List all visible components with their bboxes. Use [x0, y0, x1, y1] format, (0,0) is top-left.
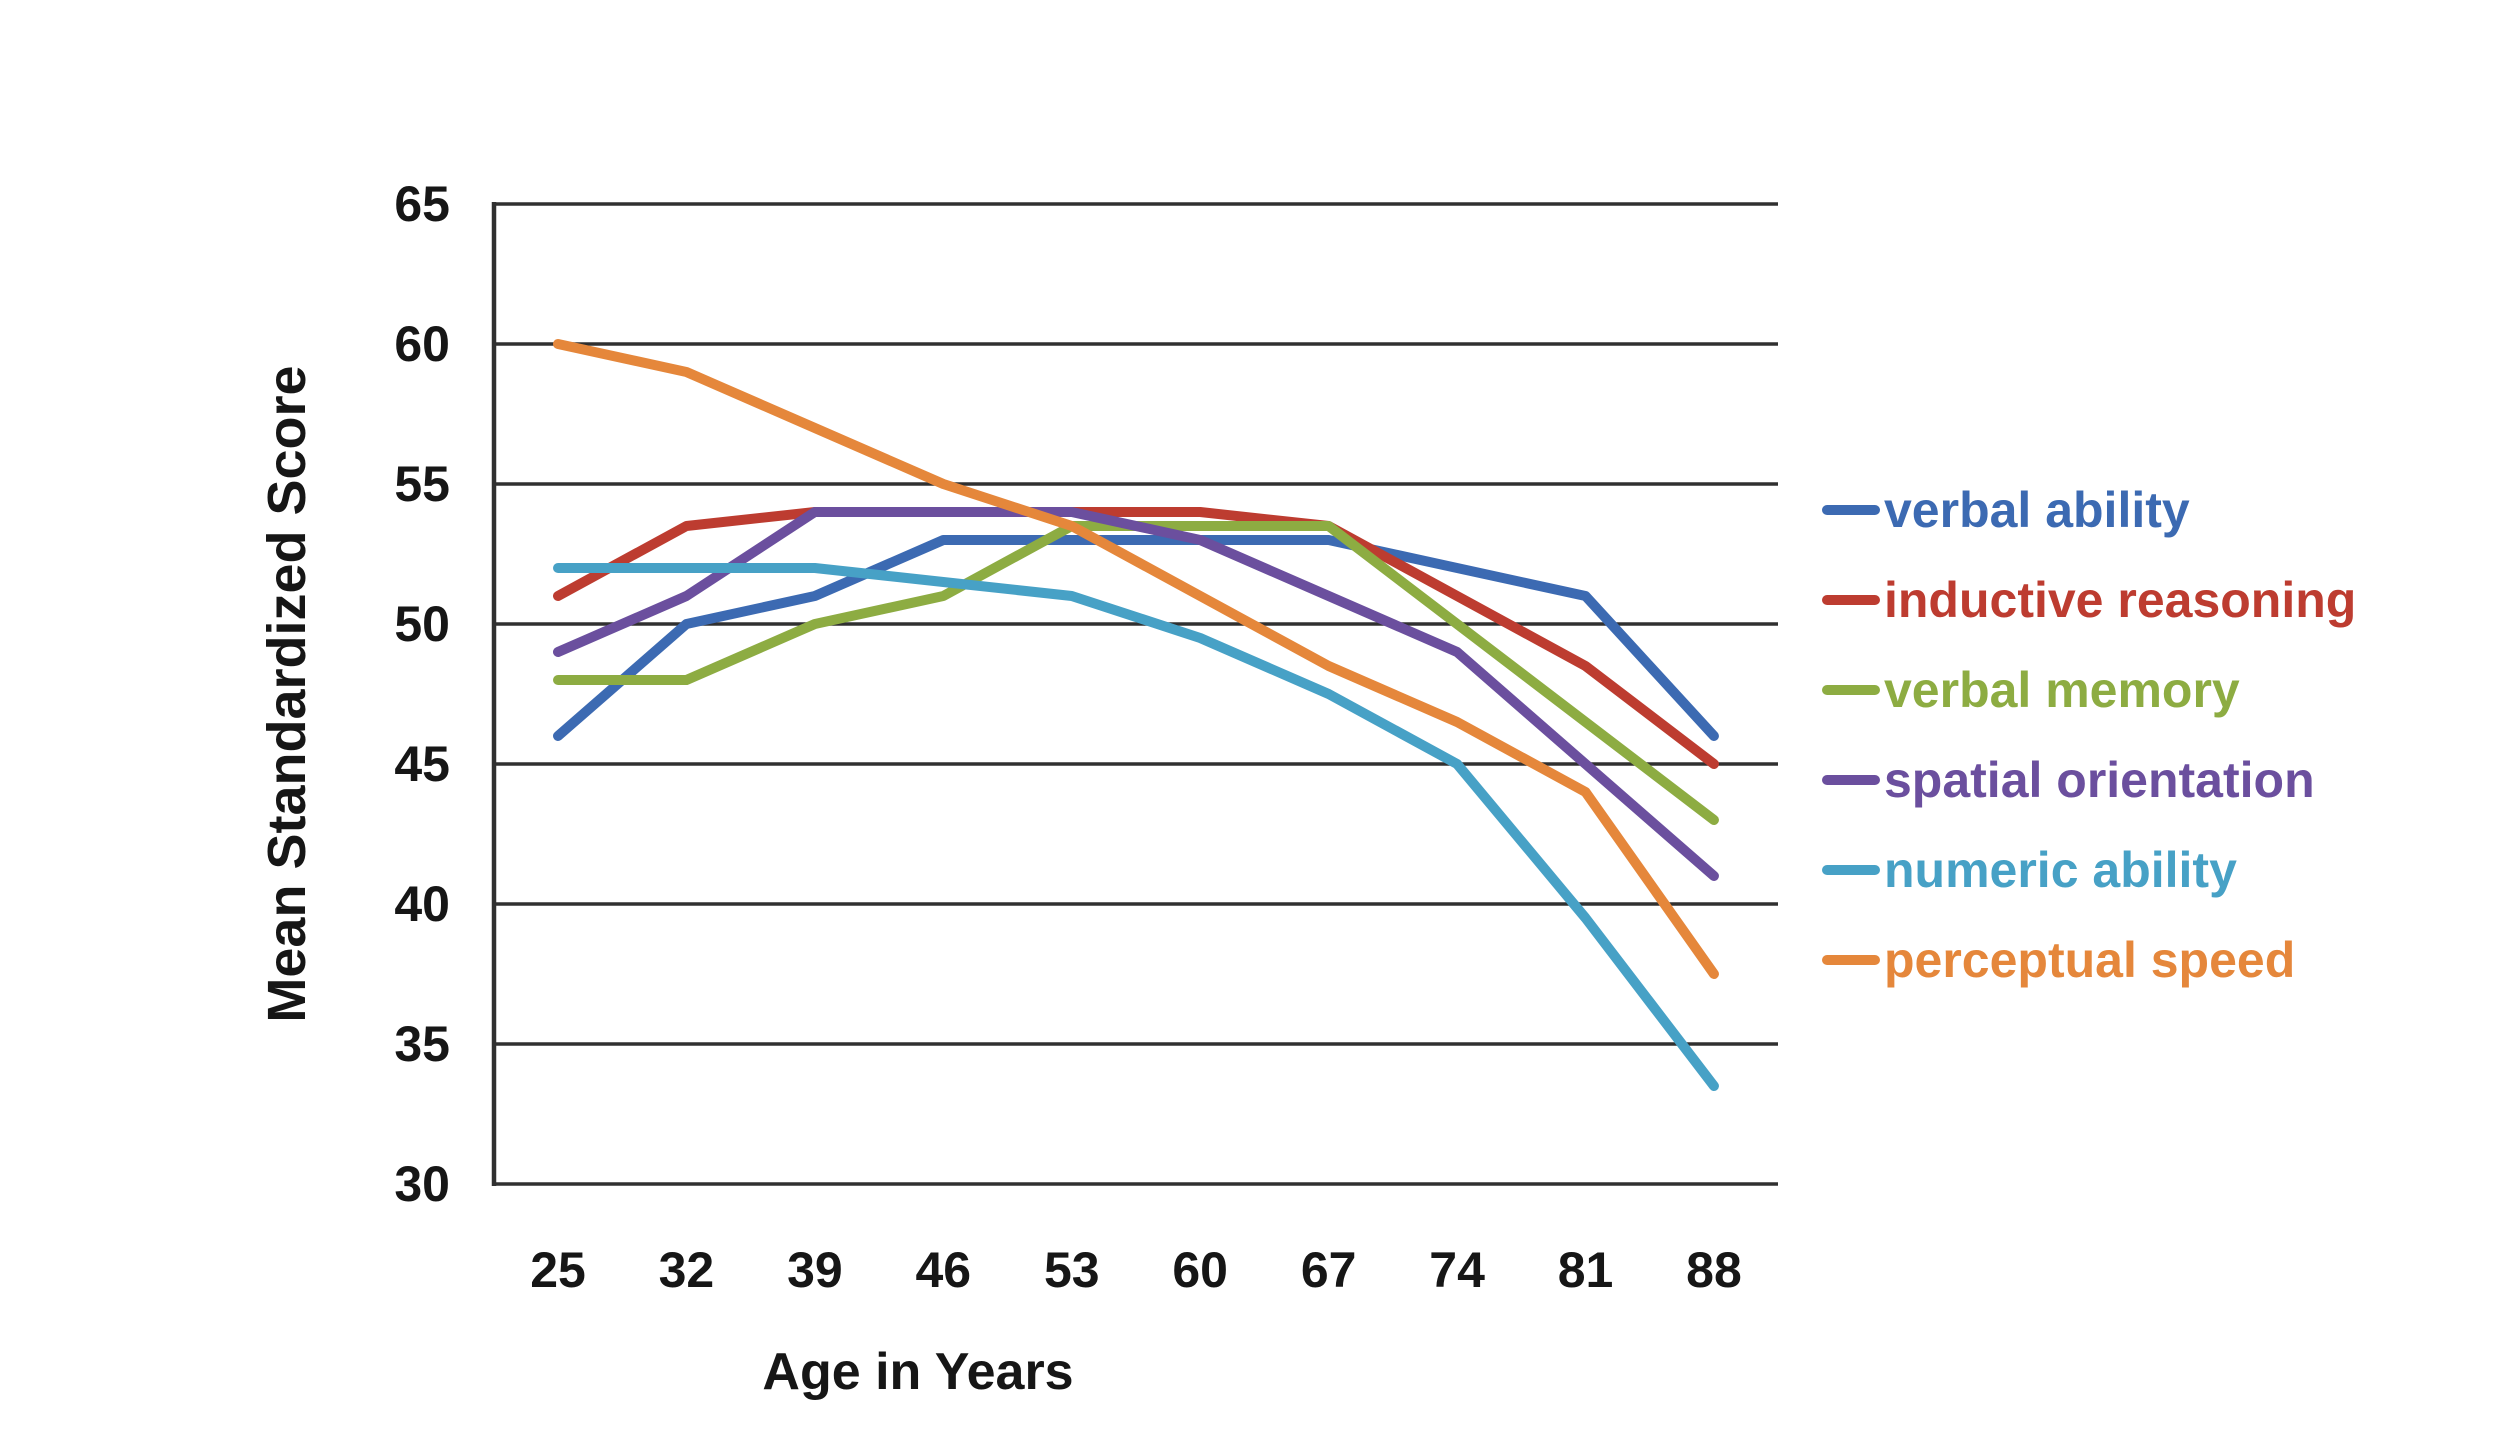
y-tick-label-65: 65 [394, 176, 450, 232]
y-tick-label-60: 60 [394, 316, 450, 372]
legend-item-verbal-memory: verbal memory [1822, 658, 2240, 722]
x-tick-label-53: 53 [1044, 1242, 1100, 1298]
legend-label-inductive-reasoning: inductive reasoning [1884, 572, 2357, 628]
legend-label-verbal-memory: verbal memory [1884, 662, 2240, 718]
legend-swatch-verbal-memory [1822, 685, 1880, 695]
legend-swatch-inductive-reasoning [1822, 595, 1880, 605]
x-tick-label-60: 60 [1172, 1242, 1228, 1298]
legend-item-spatial-orientation: spatial orientation [1822, 748, 2315, 812]
series-line-perceptual-speed [553, 339, 1719, 979]
legend-swatch-spatial-orientation [1822, 775, 1880, 785]
series-line-numeric-ability [553, 563, 1719, 1091]
legend-swatch-perceptual-speed [1822, 955, 1880, 965]
legend-swatch-verbal-ability [1822, 505, 1880, 515]
legend-label-perceptual-speed: perceptual speed [1884, 932, 2296, 988]
legend-item-perceptual-speed: perceptual speed [1822, 928, 2295, 992]
legend-item-inductive-reasoning: inductive reasoning [1822, 568, 2356, 632]
y-tick-label-40: 40 [394, 876, 450, 932]
x-tick-label-88: 88 [1686, 1242, 1742, 1298]
y-tick-label-30: 30 [394, 1156, 450, 1212]
x-tick-label-39: 39 [787, 1242, 843, 1298]
x-tick-label-74: 74 [1429, 1242, 1485, 1298]
x-tick-label-67: 67 [1301, 1242, 1357, 1298]
y-tick-label-50: 50 [394, 596, 450, 652]
series-line-spatial-orientation [553, 507, 1719, 881]
legend-label-verbal-ability: verbal ability [1884, 482, 2190, 538]
legend-swatch-numeric-ability [1822, 865, 1880, 875]
legend-item-numeric-ability: numeric ability [1822, 838, 2237, 902]
y-tick-label-55: 55 [394, 456, 450, 512]
x-tick-label-46: 46 [916, 1242, 972, 1298]
series-line-verbal-ability [553, 535, 1719, 741]
legend-item-verbal-ability: verbal ability [1822, 478, 2190, 542]
series-line-inductive-reasoning [553, 507, 1719, 769]
y-tick-label-45: 45 [394, 736, 450, 792]
x-axis-title: Age in Years [762, 1343, 1074, 1401]
legend-label-spatial-orientation: spatial orientation [1884, 752, 2315, 808]
x-tick-label-25: 25 [530, 1242, 586, 1298]
x-tick-label-32: 32 [659, 1242, 715, 1298]
legend-label-numeric-ability: numeric ability [1884, 842, 2237, 898]
x-tick-label-81: 81 [1558, 1242, 1614, 1298]
y-tick-label-35: 35 [394, 1016, 450, 1072]
y-axis-title: Mean Standardized Score [257, 365, 317, 1023]
